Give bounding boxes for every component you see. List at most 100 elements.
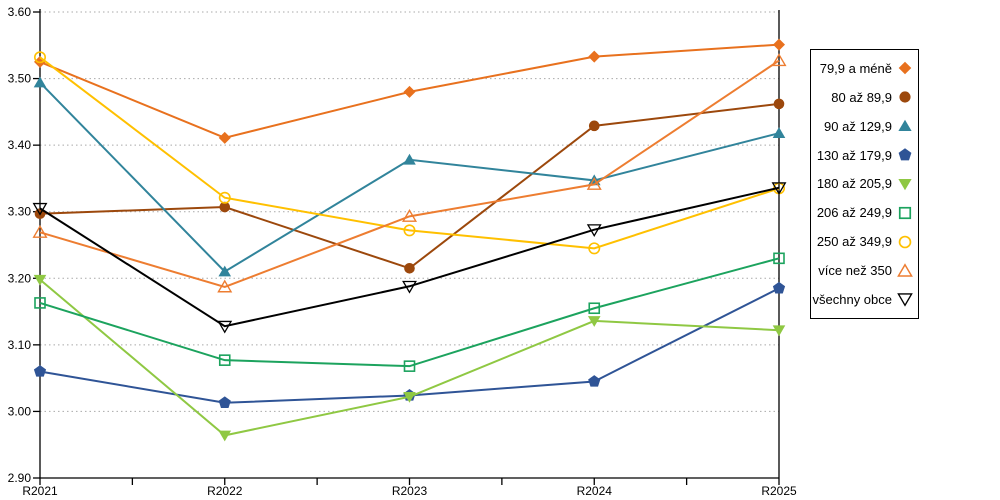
series-line [39, 278, 780, 437]
series-4 [33, 274, 786, 442]
x-tick-label: R2021 [22, 484, 58, 498]
legend-marker-icon [898, 206, 912, 219]
triangle-up-open-marker-icon [217, 279, 233, 293]
x-tick-label: R2023 [392, 484, 428, 498]
triangle-down-marker-icon [218, 430, 232, 442]
square-open-marker-icon [588, 302, 601, 315]
legend-label: 250 až 349,9 [816, 234, 892, 250]
circle-marker-icon [404, 263, 415, 274]
legend-marker-icon [899, 91, 911, 103]
series-0 [34, 38, 785, 144]
diamond-marker-icon [898, 62, 912, 75]
diamond-marker-icon [773, 38, 785, 51]
series-line [39, 102, 780, 270]
pentagon-marker-icon [898, 148, 912, 161]
diamond-marker-icon [218, 131, 231, 144]
y-tick-label: 3.00 [8, 404, 32, 418]
series-5 [34, 252, 785, 372]
series-8 [32, 182, 787, 334]
y-tick-label: 3.10 [8, 338, 32, 352]
series-line [39, 81, 780, 273]
triangle-down-marker-icon [587, 316, 601, 327]
legend-item-4: 180 až 205,9 [813, 176, 913, 192]
legend-item-8: všechny obce [812, 291, 913, 308]
legend-item-3: 130 až 179,9 [813, 147, 913, 163]
series-line [39, 257, 780, 368]
triangle-up-marker-icon [772, 127, 786, 138]
series-line [39, 59, 780, 288]
legend-item-6: 250 až 349,9 [813, 234, 913, 250]
series-7 [32, 53, 787, 293]
x-tick-label: R2025 [761, 484, 797, 498]
circle-marker-icon [588, 120, 600, 132]
legend-label: 180 až 205,9 [816, 176, 892, 192]
pentagon-marker-icon [218, 396, 231, 408]
triangle-down-marker-icon [772, 325, 786, 337]
x-tick-label: R2024 [577, 484, 613, 498]
pentagon-marker-icon [772, 281, 786, 294]
legend-item-0: 79,9 a méně [813, 60, 913, 76]
series-line [39, 287, 780, 404]
series-1 [34, 98, 785, 274]
triangle-down-open-marker-icon [897, 293, 913, 308]
legend: 79,9 a méně 80 až 89,9 90 až 129,9 130 až 1… [810, 49, 919, 319]
triangle-up-open-marker-icon [897, 262, 913, 277]
legend-marker-icon [898, 62, 912, 75]
legend-marker-icon [897, 293, 913, 308]
series-line [39, 186, 780, 328]
series-2 [33, 76, 786, 277]
circle-open-marker-icon [403, 224, 416, 237]
triangle-down-marker-icon [403, 391, 416, 403]
triangle-up-open-marker-icon [586, 177, 602, 190]
triangle-down-open-marker-icon [32, 202, 48, 216]
triangle-down-marker-icon [898, 178, 912, 191]
circle-open-marker-icon [588, 242, 601, 255]
legend-label: 90 až 129,9 [824, 118, 892, 134]
circle-open-marker-icon [218, 191, 231, 204]
legend-marker-icon [898, 178, 912, 191]
legend-label: 130 až 179,9 [816, 147, 892, 163]
circle-open-marker-icon [33, 51, 46, 64]
legend-label: 79,9 a méně [819, 60, 892, 76]
legend-item-1: 80 až 89,9 [813, 89, 913, 105]
triangle-up-open-marker-icon [401, 208, 418, 222]
legend-marker-icon [898, 119, 912, 132]
y-tick-label: 3.50 [8, 72, 32, 86]
series-6 [33, 51, 785, 255]
triangle-up-marker-icon [898, 119, 912, 132]
legend-label: všechny obce [812, 291, 893, 307]
diamond-marker-icon [403, 85, 416, 98]
pentagon-marker-icon [588, 375, 601, 387]
y-tick-label: 2.90 [8, 471, 32, 485]
pentagon-marker-icon [33, 365, 47, 377]
square-open-marker-icon [773, 252, 785, 265]
y-tick-label: 3.20 [8, 271, 32, 285]
legend-item-2: 90 až 129,9 [813, 118, 913, 134]
legend-marker-icon [898, 235, 912, 248]
triangle-up-marker-icon [218, 265, 232, 277]
circle-marker-icon [899, 91, 911, 103]
triangle-down-marker-icon [33, 274, 47, 286]
circle-marker-icon [219, 201, 231, 213]
legend-item-7: více než 350 [813, 262, 913, 279]
triangle-down-open-marker-icon [217, 320, 233, 334]
legend-marker-icon [897, 262, 913, 277]
series-line [39, 56, 780, 250]
triangle-down-open-marker-icon [586, 224, 602, 237]
triangle-down-open-marker-icon [402, 280, 417, 294]
triangle-up-marker-icon [403, 153, 416, 165]
triangle-up-open-marker-icon [32, 224, 48, 238]
legend-label: 206 až 249,9 [816, 205, 892, 221]
circle-open-marker-icon [898, 235, 912, 248]
y-tick-label: 3.60 [8, 5, 32, 19]
square-open-marker-icon [898, 206, 912, 219]
triangle-down-open-marker-icon [771, 182, 787, 196]
legend-item-5: 206 až 249,9 [813, 205, 913, 221]
x-tick-label: R2022 [207, 484, 243, 498]
y-tick-label: 3.30 [8, 205, 32, 219]
legend-label: 80 až 89,9 [831, 89, 892, 105]
triangle-up-open-marker-icon [771, 53, 787, 67]
square-open-marker-icon [403, 360, 416, 372]
